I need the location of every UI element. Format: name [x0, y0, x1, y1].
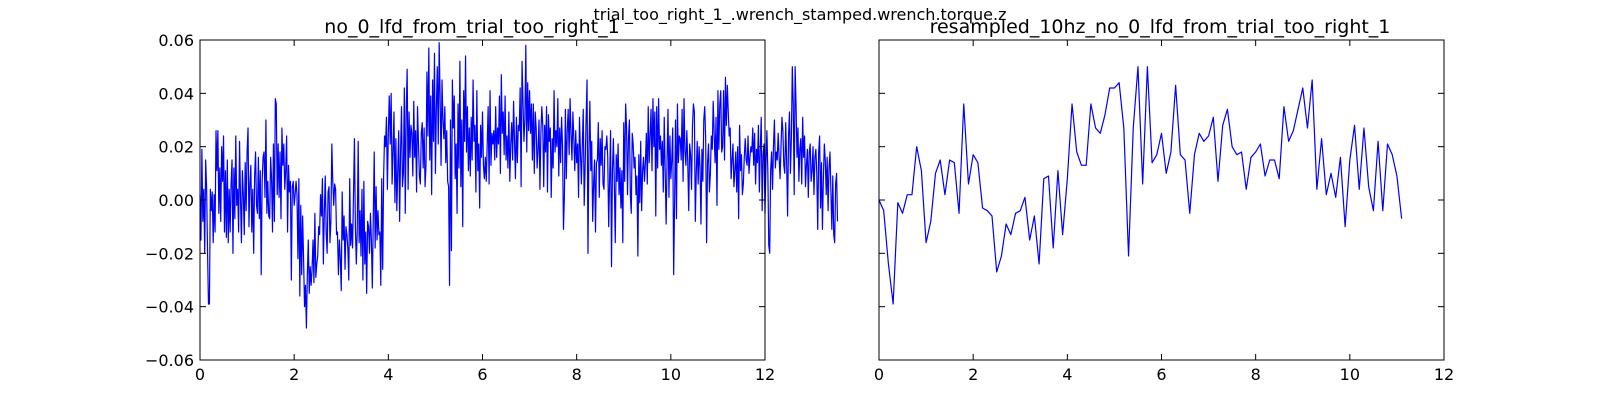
left-y-tick-label: 0.04 [158, 84, 194, 103]
left-x-tick-label: 0 [195, 365, 205, 384]
left-panel: no_0_lfd_from_trial_too_right_1 0 2 4 6 8 10 1… [145, 16, 839, 384]
left-y-tick-label: −0.02 [145, 244, 194, 263]
right-panel-title: resampled_10hz_no_0_lfd_from_trial_too_r… [930, 16, 1391, 38]
right-x-tick-label: 12 [1434, 365, 1454, 384]
left-panel-title: no_0_lfd_from_trial_too_right_1 [324, 16, 619, 38]
left-y-tick-label: 0.06 [158, 31, 194, 50]
right-y-axis [879, 39, 1444, 361]
right-x-tick-label: 6 [1156, 365, 1166, 384]
left-x-tick-label: 10 [661, 365, 681, 384]
right-x-axis: 0 2 4 6 8 10 12 [874, 40, 1454, 384]
left-x-tick-label: 6 [477, 365, 487, 384]
left-x-tick-label: 8 [572, 365, 582, 384]
left-series-line [199, 42, 839, 329]
right-x-tick-label: 2 [968, 365, 978, 384]
left-x-axis: 0 2 4 6 8 10 12 [195, 40, 775, 384]
figure-suptitle: trial_too_right_1_.wrench_stamped.wrench… [593, 5, 1006, 25]
right-x-tick-label: 8 [1251, 365, 1261, 384]
left-x-tick-label: 4 [383, 365, 393, 384]
left-plot-area [199, 42, 839, 329]
left-y-tick-label: −0.04 [145, 298, 194, 317]
right-axes-frame [878, 39, 1445, 361]
left-y-tick-label: −0.06 [145, 351, 194, 370]
left-x-tick-label: 12 [755, 365, 775, 384]
right-series-line [878, 66, 1403, 305]
right-x-tick-label: 0 [874, 365, 884, 384]
left-x-tick-label: 2 [289, 365, 299, 384]
right-plot-area [878, 66, 1403, 305]
right-panel: resampled_10hz_no_0_lfd_from_trial_too_r… [874, 16, 1454, 384]
left-y-axis: −0.06 −0.04 −0.02 0.00 0.02 0.04 0.06 [145, 31, 765, 370]
left-y-tick-label: 0.00 [158, 191, 194, 210]
right-x-tick-label: 10 [1340, 365, 1360, 384]
right-x-tick-label: 4 [1062, 365, 1072, 384]
left-y-tick-label: 0.02 [158, 138, 194, 157]
left-axes-frame [199, 39, 766, 361]
